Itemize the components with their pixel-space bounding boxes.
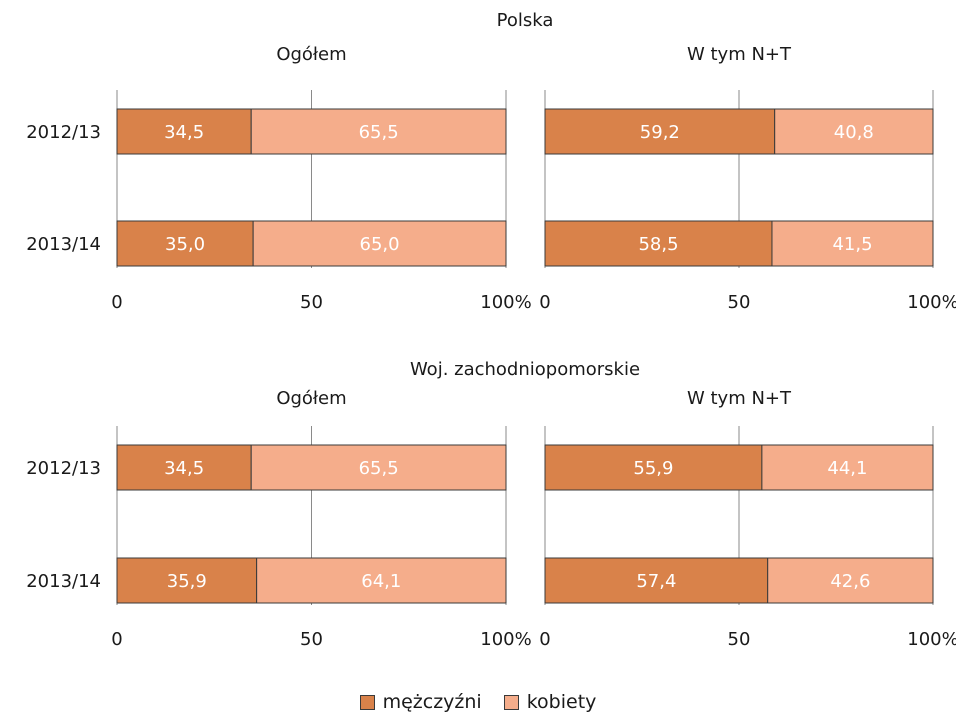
- bar-women: [767, 557, 934, 604]
- legend-swatch-women: [503, 694, 519, 710]
- bar-women: [771, 220, 934, 267]
- bar-men: [544, 108, 776, 155]
- panel-title: Ogółem: [276, 44, 346, 65]
- bar-men: [116, 557, 258, 604]
- group-title: Woj. zachodniopomorskie: [410, 359, 640, 380]
- tick-label: 0: [111, 629, 122, 650]
- tick-label: 100%: [907, 629, 956, 650]
- bar-men: [116, 220, 254, 267]
- data-label: 64,1: [361, 571, 401, 592]
- data-label: 35,9: [167, 571, 207, 592]
- category-label: 2013/14: [26, 234, 101, 255]
- bar-women: [761, 444, 934, 491]
- data-label: 42,6: [830, 571, 870, 592]
- bar-women: [250, 108, 507, 155]
- data-label: 40,8: [834, 122, 874, 143]
- tick-label: 0: [539, 292, 550, 313]
- tick-label: 50: [728, 292, 751, 313]
- data-label: 65,5: [359, 122, 399, 143]
- tick-label: 100%: [907, 292, 956, 313]
- legend-label-women: kobiety: [526, 691, 597, 713]
- legend-item-women: kobiety: [503, 691, 597, 713]
- bar-women: [250, 444, 507, 491]
- chart-canvas: Polska Ogółem 34,5 65,5 2012/13 35,0 65,0 2013/…: [26, 10, 956, 650]
- tick-label: 0: [539, 629, 550, 650]
- group-title: Polska: [497, 10, 554, 31]
- panel-title: Ogółem: [276, 388, 346, 409]
- data-label: 65,5: [359, 458, 399, 479]
- legend: mężczyźni kobiety: [0, 690, 956, 714]
- tick-label: 50: [300, 629, 323, 650]
- panel-title: W tym N+T: [687, 388, 792, 409]
- data-label: 34,5: [164, 122, 204, 143]
- tick-label: 50: [728, 629, 751, 650]
- data-label: 41,5: [832, 234, 872, 255]
- data-label: 58,5: [638, 234, 678, 255]
- bar-women: [774, 108, 934, 155]
- data-label: 57,4: [636, 571, 676, 592]
- data-label: 34,5: [164, 458, 204, 479]
- tick-label: 50: [300, 292, 323, 313]
- bar-men: [116, 108, 252, 155]
- panel-title: W tym N+T: [687, 44, 792, 65]
- bar-women: [252, 220, 507, 267]
- tick-label: 100%: [480, 292, 531, 313]
- category-label: 2013/14: [26, 571, 101, 592]
- tick-label: 0: [111, 292, 122, 313]
- category-label: 2012/13: [26, 458, 101, 479]
- category-label: 2012/13: [26, 122, 101, 143]
- tick-label: 100%: [480, 629, 531, 650]
- legend-label-men: mężczyźni: [382, 691, 482, 713]
- data-label: 35,0: [165, 234, 205, 255]
- legend-swatch-men: [359, 694, 375, 710]
- bar-men: [116, 444, 252, 491]
- bar-men: [544, 444, 763, 491]
- data-label: 65,0: [360, 234, 400, 255]
- bar-men: [544, 220, 773, 267]
- bar-women: [256, 557, 507, 604]
- legend-item-men: mężczyźni: [359, 691, 482, 713]
- data-label: 59,2: [640, 122, 680, 143]
- data-label: 44,1: [827, 458, 867, 479]
- bar-men: [544, 557, 769, 604]
- data-label: 55,9: [633, 458, 673, 479]
